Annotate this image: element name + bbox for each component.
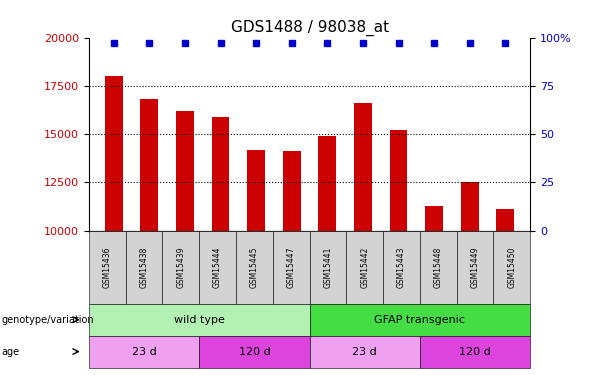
Bar [283, 152, 300, 231]
Bar [211, 117, 229, 231]
Text: wild type: wild type [174, 315, 224, 325]
Text: 23 d: 23 d [352, 346, 377, 357]
Text: GSM15450: GSM15450 [508, 246, 516, 288]
Text: 120 d: 120 d [459, 346, 491, 357]
Text: age: age [2, 346, 20, 357]
Bar [105, 76, 123, 231]
Text: GSM15442: GSM15442 [360, 246, 369, 288]
Bar [390, 130, 408, 231]
Text: GSM15443: GSM15443 [397, 246, 406, 288]
Text: GSM15447: GSM15447 [287, 246, 295, 288]
Text: 23 d: 23 d [132, 346, 156, 357]
Bar [176, 111, 194, 231]
Text: GSM15444: GSM15444 [213, 246, 222, 288]
Bar [461, 182, 479, 231]
Bar [354, 103, 372, 231]
Bar [140, 99, 158, 231]
Bar [497, 209, 514, 231]
Text: 120 d: 120 d [238, 346, 270, 357]
Text: GFAP transgenic: GFAP transgenic [375, 315, 465, 325]
Text: GSM15445: GSM15445 [250, 246, 259, 288]
Title: GDS1488 / 98038_at: GDS1488 / 98038_at [230, 20, 389, 36]
Text: GSM15436: GSM15436 [103, 246, 112, 288]
Text: GSM15438: GSM15438 [140, 246, 148, 288]
Bar [425, 206, 443, 231]
Text: GSM15439: GSM15439 [177, 246, 185, 288]
Text: GSM15448: GSM15448 [434, 246, 443, 288]
Bar [247, 150, 265, 231]
Text: GSM15449: GSM15449 [471, 246, 479, 288]
Text: genotype/variation: genotype/variation [2, 315, 94, 325]
Text: GSM15441: GSM15441 [324, 246, 332, 288]
Bar [319, 136, 337, 231]
